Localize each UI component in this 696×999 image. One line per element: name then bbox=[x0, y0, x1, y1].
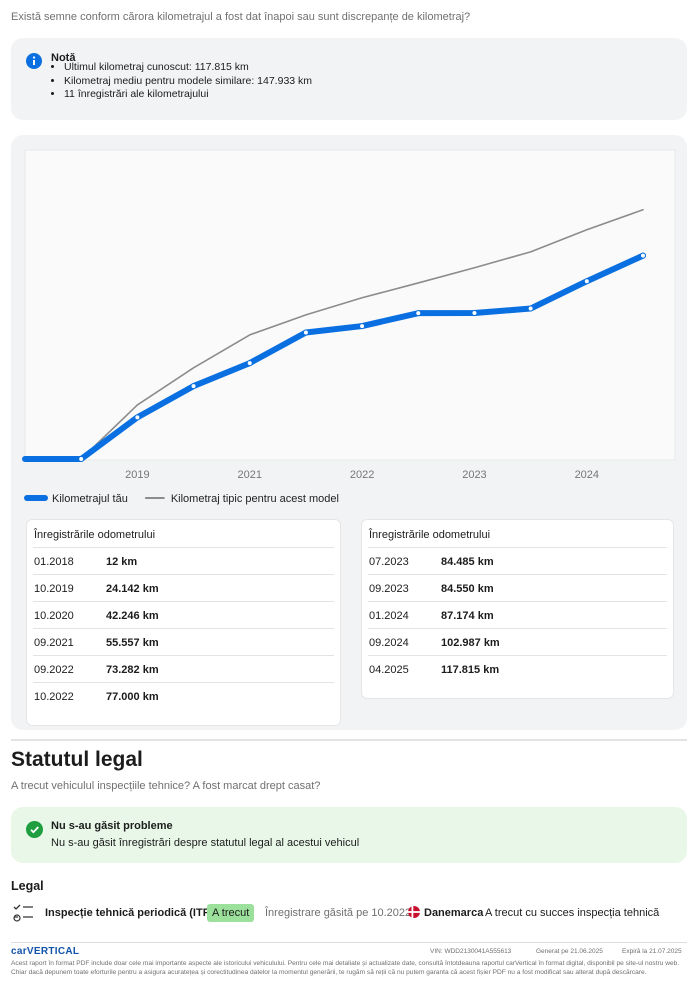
odometer-table: Înregistrările odometrului 07.2023 84.485 … bbox=[361, 519, 674, 699]
disclaimer: Acest raport în format PDF include doar … bbox=[11, 960, 680, 976]
result-title: Nu s-au găsit probleme bbox=[51, 820, 173, 832]
itp-detail: A trecut cu succes inspecția tehnică bbox=[485, 907, 660, 919]
record-km: 24.142 km bbox=[106, 583, 159, 595]
record-km: 55.557 km bbox=[106, 637, 159, 649]
table-row: 09.2022 73.282 km bbox=[33, 655, 334, 683]
vin: VIN: WDD2130041A555613 bbox=[430, 948, 512, 955]
itp-country: Danemarca bbox=[424, 907, 484, 919]
record-date: 10.2022 bbox=[34, 691, 74, 703]
record-km: 87.174 km bbox=[441, 610, 494, 622]
chart: 2019 2021 2022 2023 2024 Kilometrajul tău Kilo… bbox=[22, 149, 676, 505]
record-date: 01.2018 bbox=[34, 556, 74, 568]
result-text: Nu s-au găsit înregistrări despre statut… bbox=[51, 837, 360, 849]
point-marker bbox=[302, 329, 309, 336]
table-title: Înregistrările odometrului bbox=[369, 529, 491, 541]
record-km: 73.282 km bbox=[106, 664, 159, 676]
point-marker bbox=[134, 414, 141, 421]
x-tick-label: 2021 bbox=[237, 469, 261, 481]
note-item: Ultimul kilometraj cunoscut: 117.815 km bbox=[64, 61, 312, 75]
table-row: 09.2024 102.987 km bbox=[368, 628, 667, 656]
legal-title: Legal bbox=[11, 879, 44, 893]
flag-dk bbox=[408, 906, 420, 918]
record-date: 09.2021 bbox=[34, 637, 74, 649]
record-date: 07.2023 bbox=[369, 556, 409, 568]
series-line bbox=[22, 252, 646, 462]
point-marker bbox=[359, 323, 366, 330]
table-row: 09.2023 84.550 km bbox=[368, 574, 667, 602]
note-list: Ultimul kilometraj cunoscut: 117.815 kmK… bbox=[51, 61, 312, 102]
plot-area bbox=[24, 149, 676, 461]
legend-label: Kilometraj tipic pentru acest model bbox=[171, 493, 339, 505]
itp-found: Înregistrare găsită pe 10.2022 bbox=[265, 907, 412, 919]
note-title: Notă bbox=[51, 52, 76, 64]
table-row: 07.2023 84.485 km bbox=[368, 547, 667, 575]
table-row: 01.2024 87.174 km bbox=[368, 601, 667, 629]
question: Există semne conform cărora kilometrajul… bbox=[11, 11, 471, 23]
check-icon bbox=[26, 821, 43, 838]
result-box: Nu s-au găsit probleme Nu s-au găsit înr… bbox=[11, 807, 687, 863]
divider bbox=[11, 739, 687, 741]
x-tick-label: 2024 bbox=[575, 469, 599, 481]
table-row: 10.2022 77.000 km bbox=[33, 682, 334, 710]
record-date: 10.2020 bbox=[34, 610, 74, 622]
series-line bbox=[80, 208, 644, 460]
table-row: 01.2018 12 km bbox=[33, 547, 334, 575]
record-date: 10.2019 bbox=[34, 583, 74, 595]
record-date: 01.2024 bbox=[369, 610, 409, 622]
itp-label: Inspecție tehnică periodică (ITP) bbox=[45, 907, 214, 919]
record-km: 42.246 km bbox=[106, 610, 159, 622]
point-marker bbox=[471, 310, 478, 317]
info-icon bbox=[26, 53, 42, 69]
note-item: 11 înregistrări ale kilometrajului bbox=[64, 88, 312, 102]
record-date: 09.2022 bbox=[34, 664, 74, 676]
point-marker bbox=[583, 278, 590, 285]
x-tick-label: 2022 bbox=[350, 469, 374, 481]
record-km: 84.550 km bbox=[441, 583, 494, 595]
section-title: Statutul legal bbox=[11, 748, 143, 771]
table-row: 09.2021 55.557 km bbox=[33, 628, 334, 656]
note-item: Kilometraj mediu pentru modele similare:… bbox=[64, 75, 312, 89]
point-marker bbox=[415, 310, 422, 317]
table-row: 10.2020 42.246 km bbox=[33, 601, 334, 629]
x-tick-label: 2019 bbox=[125, 469, 149, 481]
point-marker bbox=[527, 305, 534, 312]
x-tick-label: 2023 bbox=[462, 469, 486, 481]
odometer-table: Înregistrările odometrului 01.2018 12 km 10… bbox=[26, 519, 341, 726]
logo: carVERTICAL bbox=[11, 946, 80, 957]
point-marker bbox=[78, 455, 85, 462]
record-km: 102.987 km bbox=[441, 637, 500, 649]
note-box: Notă Ultimul kilometraj cunoscut: 117.81… bbox=[11, 38, 687, 120]
point-marker bbox=[190, 383, 197, 390]
expires: Expiră la 21.07.2025 bbox=[622, 948, 682, 955]
table-row: 04.2025 117.815 km bbox=[368, 655, 667, 683]
point-marker bbox=[640, 252, 646, 259]
generated: Generat pe 21.06.2025 bbox=[536, 948, 603, 955]
point-marker bbox=[246, 360, 253, 367]
legend-label: Kilometrajul tău bbox=[52, 493, 128, 505]
footer-rule bbox=[11, 942, 687, 943]
section-subtitle: A trecut vehiculul inspecțiile tehnice? … bbox=[11, 780, 321, 792]
record-km: 117.815 km bbox=[441, 664, 500, 676]
list-icon bbox=[13, 904, 33, 922]
record-km: 12 km bbox=[106, 556, 138, 568]
record-date: 09.2023 bbox=[369, 583, 409, 595]
record-km: 77.000 km bbox=[106, 691, 159, 703]
record-date: 04.2025 bbox=[369, 664, 409, 676]
table-row: 10.2019 24.142 km bbox=[33, 574, 334, 602]
record-km: 84.485 km bbox=[441, 556, 494, 568]
itp-badge: A trecut bbox=[207, 904, 255, 922]
table-title: Înregistrările odometrului bbox=[34, 529, 156, 541]
record-date: 09.2024 bbox=[369, 637, 409, 649]
